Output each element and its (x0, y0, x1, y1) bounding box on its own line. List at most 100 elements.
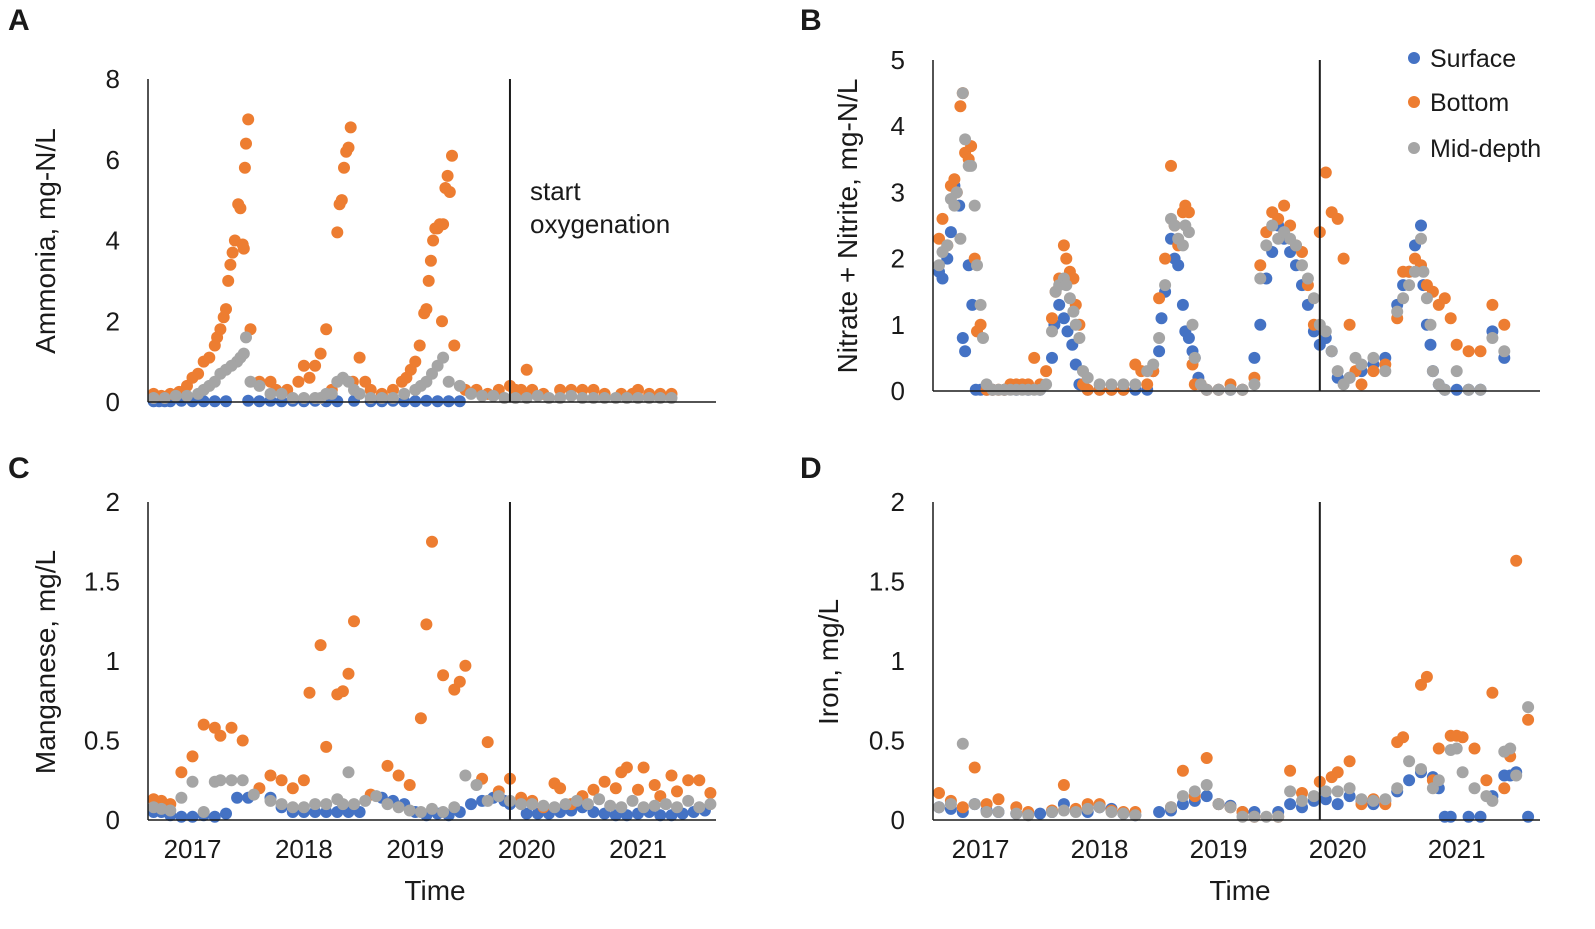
panel-c-point-bottom (320, 740, 333, 753)
panel-d-point-bottom (1480, 774, 1493, 787)
panel-c-point-mid-depth (342, 766, 355, 779)
panel-c-ytick-label: 1.5 (84, 567, 120, 597)
panel-c-point-bottom (414, 712, 427, 725)
panel-c-point-mid-depth (548, 801, 561, 814)
panel-b-point-mid-depth (1379, 365, 1392, 378)
panel-d-point-surface (1153, 806, 1166, 818)
panel-c-point-mid-depth (570, 794, 583, 807)
panel-b-point-surface (966, 298, 979, 311)
panel-c-xtick-label: 2020 (498, 834, 556, 864)
panel-a-axes: 0 2 4 6 8 (106, 64, 716, 417)
panel-a-point-mid-depth (375, 392, 388, 404)
panel-c-axes: 0 0.5 1 1.5 2 2017 2018 2019 2020 2021 (84, 487, 716, 864)
panel-b-point-mid-depth (971, 259, 983, 272)
panel-b-point-mid-depth (1067, 305, 1080, 318)
panel-a-point-mid-depth (275, 387, 288, 400)
panel-d-point-surface (1034, 807, 1047, 820)
panel-d-point-bottom (1176, 764, 1189, 777)
panel-d-point-mid-depth (1200, 779, 1213, 791)
panel-a-point-mid-depth (437, 351, 450, 364)
panel-c-point-bottom (236, 734, 249, 747)
panel-a-point-surface (420, 394, 433, 407)
panel-c-point-bottom (682, 774, 695, 787)
panel-b-point-bottom (1438, 292, 1451, 305)
panel-b-point-mid-depth (1307, 292, 1320, 305)
panel-c-point-mid-depth (604, 799, 617, 812)
panel-c-point-bottom (704, 787, 717, 799)
panel-c-point-mid-depth (225, 774, 238, 787)
legend: Surface Bottom Mid-depth (1408, 45, 1541, 163)
panel-d-point-mid-depth (1117, 807, 1130, 820)
panel-c-point-bottom (671, 785, 683, 798)
panel-b-point-mid-depth (1159, 279, 1172, 292)
panel-c-point-mid-depth (359, 794, 372, 807)
panel-a-point-mid-depth (609, 392, 622, 404)
panel-b-point-mid-depth (1325, 345, 1338, 358)
panel-a-point-bottom (234, 202, 247, 215)
panel-b-point-mid-depth (1438, 383, 1451, 396)
panel-b-point-surface (936, 272, 949, 285)
panel-b-point-bottom (1159, 252, 1172, 265)
panel-b-ytick-label: 0 (891, 376, 905, 406)
panel-a-point-mid-depth (598, 392, 611, 404)
panel-b-point-surface (1155, 312, 1168, 325)
panel-c-point-mid-depth (593, 793, 606, 806)
panel-d-xtick-label: 2019 (1190, 834, 1248, 864)
panel-c-marks (147, 535, 717, 823)
panel-c-point-surface (231, 791, 244, 804)
panel-b-point-bottom (1343, 318, 1356, 331)
panel-c-point-mid-depth (403, 804, 416, 817)
panel-c-point-bottom (342, 667, 355, 680)
panel-a-point-bottom (309, 359, 322, 372)
panel-b-point-mid-depth (1486, 332, 1499, 344)
panel-a-point-mid-depth (487, 389, 500, 402)
panel-d-ytick-label: 0 (891, 805, 905, 835)
panel-a-point-bottom (342, 141, 355, 154)
panel-a-point-bottom (240, 137, 252, 150)
panel-c-point-bottom (197, 718, 210, 731)
panel-d-point-mid-depth (1057, 804, 1070, 817)
panel-c-point-mid-depth (492, 790, 505, 803)
panel-d-point-mid-depth (1504, 742, 1517, 755)
panel-d-point-surface (1462, 810, 1475, 823)
panel-a-point-bottom (335, 194, 348, 207)
panel-c-point-bottom (403, 779, 416, 791)
panel-a-point-mid-depth (253, 379, 266, 392)
panel-d-point-mid-depth (1450, 742, 1463, 755)
panel-a-point-mid-depth (442, 375, 455, 388)
panel-d-point-mid-depth (1093, 801, 1106, 814)
panel-d-point-bottom (1486, 686, 1499, 699)
panel-b-point-bottom (1165, 159, 1177, 172)
panel-b-point-bottom (936, 212, 949, 225)
legend-middepth-label: Mid-depth (1430, 135, 1541, 163)
panel-b-point-mid-depth (954, 232, 967, 245)
panel-a-point-bottom (237, 242, 250, 255)
panel-c-point-bottom (186, 750, 199, 763)
panel-b-point-bottom (933, 232, 945, 245)
panel-d-point-mid-depth (956, 737, 969, 750)
panel-c-point-mid-depth (693, 801, 706, 814)
panel-d-point-mid-depth (968, 798, 981, 811)
panel-c-point-surface (186, 810, 199, 823)
panel-d-point-surface (1403, 774, 1416, 787)
panel-b-point-bottom (1060, 252, 1073, 265)
panel-c-point-mid-depth (175, 791, 188, 804)
panel-b-point-mid-depth (974, 298, 987, 311)
panel-b-point-mid-depth (1420, 292, 1433, 305)
panel-a-point-surface (242, 394, 255, 407)
panel-c-point-bottom (420, 618, 433, 631)
panel-b-point-mid-depth (1248, 378, 1261, 391)
panel-d-point-bottom (1331, 766, 1344, 779)
legend-surface-label: Surface (1430, 45, 1516, 73)
panel-b-point-bottom (1450, 338, 1463, 351)
panel-c-point-bottom (225, 721, 238, 734)
panel-c-point-mid-depth (348, 798, 360, 811)
panel-d-point-bottom (933, 787, 945, 799)
panel-b-point-surface (959, 345, 972, 358)
panel-d-point-mid-depth (1129, 809, 1142, 822)
panel-b-point-mid-depth (1266, 219, 1279, 232)
panel-c-point-mid-depth (392, 801, 405, 814)
panel-a-point-bottom (220, 303, 232, 316)
panel-c-point-mid-depth (559, 798, 572, 811)
panel-a-point-bottom (448, 339, 461, 352)
